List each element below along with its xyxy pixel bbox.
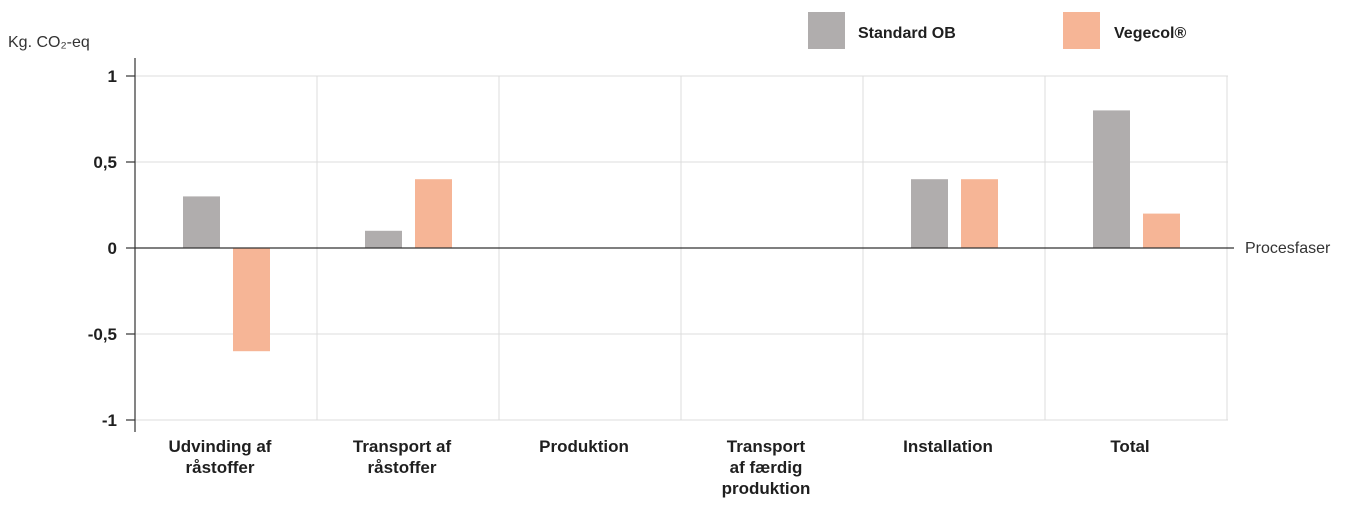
legend: Standard OB Vegecol® [808,12,1186,49]
bar-vegecol [233,248,270,352]
x-category-label: Produktion [539,437,629,456]
y-tick-label: 0 [108,239,117,258]
x-category-label: råstoffer [186,458,255,477]
x-category-label: Installation [903,437,993,456]
y-tick-label: 0,5 [93,153,117,172]
bars [183,110,1180,352]
bar-vegecol [961,179,998,248]
x-category-label: produktion [722,479,811,498]
y-axis-title: Kg. CO₂-eq [8,34,90,51]
bar-standard-ob [365,230,402,248]
legend-swatch [808,12,845,49]
y-tick-label: 1 [108,67,117,86]
legend-swatch [1063,12,1100,49]
bar-standard-ob [1093,110,1130,249]
x-category-label: Transport af [353,437,452,456]
axes [126,58,1234,432]
x-category-label: Udvinding af [169,437,272,456]
x-category-label: Total [1110,437,1149,456]
x-axis-title: Procesfaser [1245,240,1331,257]
x-category-label: råstoffer [368,458,437,477]
bar-standard-ob [911,179,948,248]
legend-label: Standard OB [858,25,956,42]
x-category-label: af færdig [730,458,803,477]
bar-vegecol [415,179,452,248]
bar-standard-ob [183,196,220,248]
y-tick-label: -0,5 [88,325,117,344]
y-tick-label: -1 [102,411,117,430]
bar-vegecol [1143,213,1180,248]
x-category-label: Transport [727,437,806,456]
axis-labels: 1 0,5 0 -0,5 -1 Kg. CO₂-eq Procesfaser Udvindin… [8,34,1331,498]
legend-label: Vegecol® [1114,25,1186,42]
